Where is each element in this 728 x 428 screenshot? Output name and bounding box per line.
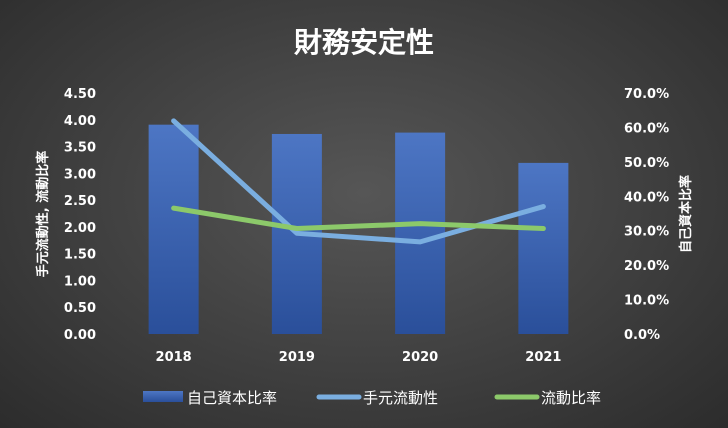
right-tick-label: 20.0% bbox=[624, 259, 669, 274]
right-tick-label: 70.0% bbox=[624, 87, 669, 102]
legend-swatch-bar bbox=[143, 391, 183, 402]
right-tick-label: 60.0% bbox=[624, 121, 669, 136]
right-tick-label: 40.0% bbox=[624, 190, 669, 205]
bar-2021 bbox=[518, 162, 569, 334]
line-point bbox=[542, 227, 544, 229]
left-tick-label: 1.50 bbox=[64, 248, 96, 263]
bar-2020 bbox=[395, 132, 446, 334]
line-point bbox=[296, 232, 298, 234]
right-tick-label: 30.0% bbox=[624, 225, 669, 240]
line-point bbox=[419, 241, 421, 243]
x-tick-label: 2021 bbox=[525, 350, 561, 365]
x-axis-ticks: 2018 2019 2020 2021 bbox=[156, 350, 562, 365]
line-point bbox=[173, 207, 175, 209]
right-axis-label: 自己資本比率 bbox=[678, 175, 694, 253]
right-tick-label: 50.0% bbox=[624, 156, 669, 171]
line-point bbox=[542, 206, 544, 208]
left-tick-label: 2.00 bbox=[64, 221, 96, 236]
right-tick-label: 10.0% bbox=[624, 294, 669, 309]
left-tick-label: 2.50 bbox=[64, 194, 96, 209]
right-axis-ticks: 0.0% 10.0% 20.0% 30.0% 40.0% 50.0% 60.0% 70.0% bbox=[624, 87, 669, 343]
x-tick-label: 2019 bbox=[279, 350, 315, 365]
line-series-2 bbox=[171, 205, 546, 231]
legend: 自己資本比率 手元流動性 流動比率 bbox=[143, 389, 601, 407]
legend-label: 手元流動性 bbox=[363, 389, 438, 407]
left-tick-label: 0.50 bbox=[64, 301, 96, 316]
left-tick-label: 3.00 bbox=[64, 167, 96, 182]
chart-title: 財務安定性 bbox=[294, 26, 434, 59]
left-tick-label: 4.00 bbox=[64, 114, 96, 129]
legend-label: 流動比率 bbox=[541, 389, 601, 407]
left-tick-label: 0.00 bbox=[64, 328, 96, 343]
left-tick-label: 4.50 bbox=[64, 87, 96, 102]
left-tick-label: 1.00 bbox=[64, 274, 96, 289]
left-tick-label: 3.50 bbox=[64, 141, 96, 156]
legend-label: 自己資本比率 bbox=[187, 389, 277, 407]
x-tick-label: 2020 bbox=[402, 350, 438, 365]
x-tick-label: 2018 bbox=[156, 350, 192, 365]
left-axis-ticks: 0.00 0.50 1.00 1.50 2.00 2.50 3.00 3.50 4.00 4.50 bbox=[64, 87, 96, 343]
line-point bbox=[173, 120, 175, 122]
bar-2018 bbox=[148, 124, 199, 334]
line-point bbox=[419, 223, 421, 225]
right-tick-label: 0.0% bbox=[624, 328, 660, 343]
line-series bbox=[171, 118, 546, 245]
line-point bbox=[296, 227, 298, 229]
left-axis-label: 手元流動性, 流動比率 bbox=[35, 151, 51, 277]
